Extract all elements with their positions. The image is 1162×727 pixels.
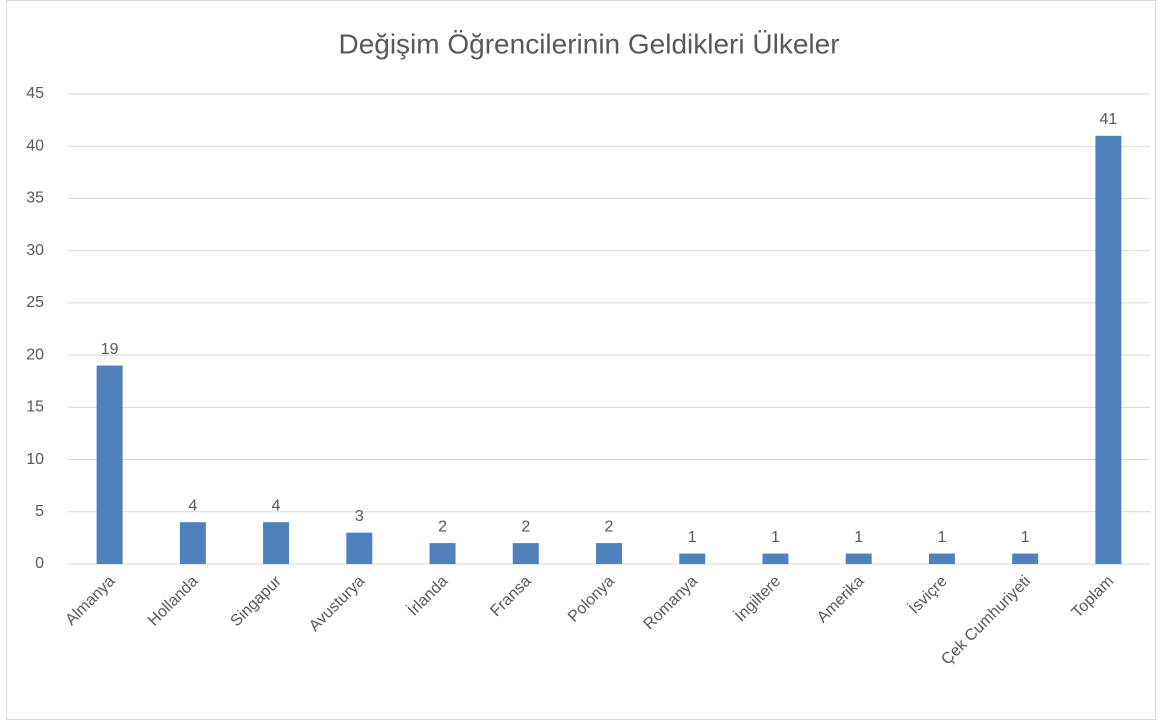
y-tick-label: 20 [26,346,44,363]
bar [512,543,539,564]
y-tick-label: 35 [26,190,44,207]
bar [1095,135,1122,564]
bar [346,532,373,564]
bar [1012,553,1039,564]
data-label: 4 [188,497,197,514]
data-label: 2 [438,518,447,535]
data-label: 4 [272,497,281,514]
data-label: 41 [1099,111,1117,128]
data-label: 19 [101,341,119,358]
chart-title: Değişim Öğrencilerinin Geldikleri Ülkele… [338,28,839,59]
data-label: 1 [771,529,780,546]
data-label: 1 [688,529,697,546]
y-tick-label: 45 [26,85,44,102]
bar [928,553,955,564]
y-tick-label: 40 [26,137,44,154]
data-label: 1 [937,529,946,546]
data-label: 2 [521,518,530,535]
data-label: 2 [605,518,614,535]
data-label: 1 [854,529,863,546]
bar [596,543,622,564]
bar [762,553,789,564]
y-tick-label: 25 [26,294,44,311]
data-label: 1 [1021,529,1030,546]
data-label: 3 [355,508,364,525]
y-tick-label: 30 [26,242,44,259]
y-tick-label: 0 [35,555,44,572]
bar [179,522,206,564]
bar [96,365,123,564]
bar [845,553,872,564]
bar [679,553,706,564]
chart-border [6,0,1156,720]
y-tick-label: 10 [26,451,44,468]
bar [429,543,456,564]
bar [263,522,290,564]
y-tick-label: 15 [26,399,44,416]
y-tick-label: 5 [35,503,44,520]
